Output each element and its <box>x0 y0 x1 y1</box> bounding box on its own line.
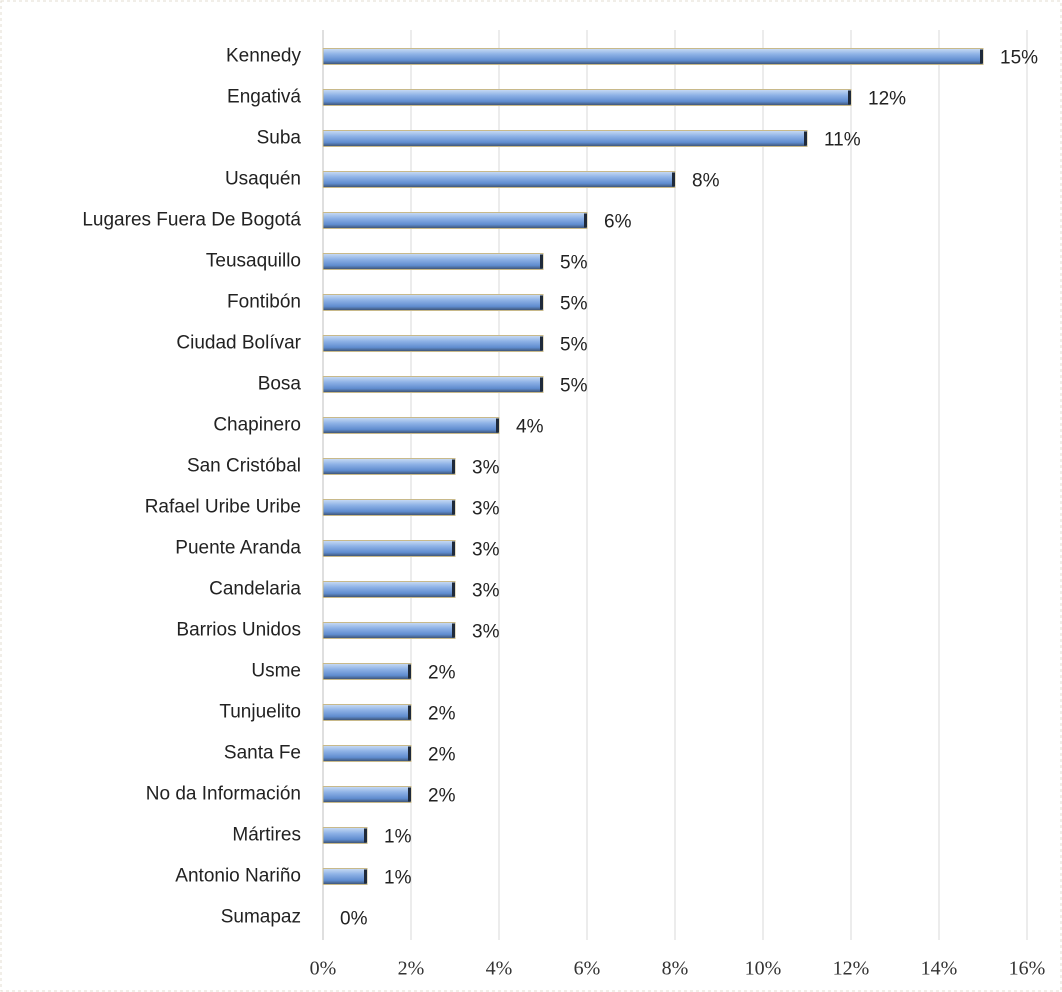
data-label: 3% <box>472 499 500 520</box>
x-tick-label: 8% <box>662 958 689 980</box>
data-label: 11% <box>824 130 861 151</box>
data-label: 5% <box>560 253 588 274</box>
y-tick-label: Antonio Nariño <box>175 866 301 887</box>
bar <box>322 663 412 680</box>
bar <box>322 48 984 65</box>
y-tick-label: Barrios Unidos <box>176 620 301 641</box>
data-label: 0% <box>340 909 368 930</box>
x-tick-label: 12% <box>833 958 870 980</box>
x-tick-label: 10% <box>745 958 782 980</box>
y-tick-label: No da Información <box>146 784 301 805</box>
y-tick-label: Engativá <box>227 87 301 108</box>
data-label: 3% <box>472 581 500 602</box>
bar <box>322 786 412 803</box>
bar <box>322 458 456 475</box>
y-tick-label: Lugares Fuera De Bogotá <box>82 210 301 231</box>
x-tick-label: 4% <box>486 958 513 980</box>
bar <box>322 417 500 434</box>
bar <box>322 171 676 188</box>
bar <box>322 540 456 557</box>
y-tick-label: Teusaquillo <box>206 251 301 272</box>
x-tick-label: 14% <box>921 958 958 980</box>
data-label: 2% <box>428 704 456 725</box>
data-label: 1% <box>384 827 412 848</box>
y-tick-label: Bosa <box>258 374 302 395</box>
y-tick-label: Candelaria <box>209 579 301 600</box>
bar <box>322 868 368 885</box>
y-tick-label: Usaquén <box>225 169 301 190</box>
bar <box>322 253 544 270</box>
y-tick-label: Usme <box>251 661 301 682</box>
data-label: 8% <box>692 171 720 192</box>
y-tick-label: Ciudad Bolívar <box>176 333 301 354</box>
x-tick-label: 2% <box>398 958 425 980</box>
y-tick-label: Chapinero <box>213 415 301 436</box>
data-label: 12% <box>868 89 906 110</box>
bar <box>322 335 544 352</box>
bar <box>322 581 456 598</box>
bar <box>322 130 808 147</box>
y-tick-label: Santa Fe <box>224 743 301 764</box>
y-tick-label: Rafael Uribe Uribe <box>145 497 301 518</box>
y-tick-label: Sumapaz <box>221 907 301 928</box>
data-label: 2% <box>428 786 456 807</box>
data-label: 2% <box>428 745 456 766</box>
bar <box>322 827 368 844</box>
x-tick-label: 16% <box>1009 958 1046 980</box>
data-label: 6% <box>604 212 632 233</box>
bar <box>322 212 588 229</box>
data-label: 5% <box>560 376 588 397</box>
data-label: 3% <box>472 458 500 479</box>
y-tick-label: Suba <box>257 128 302 149</box>
y-tick-label: Puente Aranda <box>175 538 301 559</box>
data-label: 3% <box>472 540 500 561</box>
x-tick-label: 0% <box>310 958 337 980</box>
data-label: 5% <box>560 294 588 315</box>
data-label: 2% <box>428 663 456 684</box>
bar <box>322 745 412 762</box>
y-tick-label: Kennedy <box>226 46 302 67</box>
data-label: 15% <box>1000 48 1038 69</box>
data-label: 4% <box>516 417 544 438</box>
data-label: 1% <box>384 868 412 889</box>
y-tick-label: Mártires <box>232 825 301 846</box>
y-tick-label: San Cristóbal <box>187 456 301 477</box>
bar <box>322 376 544 393</box>
y-tick-label: Fontibón <box>227 292 301 313</box>
bar <box>322 704 412 721</box>
data-label: 3% <box>472 622 500 643</box>
bar <box>322 89 852 106</box>
data-label: 5% <box>560 335 588 356</box>
bar <box>322 294 544 311</box>
bar <box>322 622 456 639</box>
bar <box>322 499 456 516</box>
x-tick-label: 6% <box>574 958 601 980</box>
y-tick-label: Tunjuelito <box>219 702 301 723</box>
